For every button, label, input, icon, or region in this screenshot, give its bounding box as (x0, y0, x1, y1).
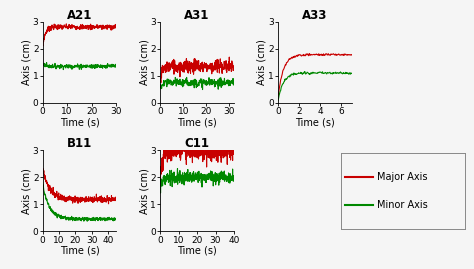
X-axis label: Time (s): Time (s) (177, 117, 217, 128)
Title: A31: A31 (184, 9, 210, 22)
Text: Major Axis: Major Axis (377, 172, 428, 182)
X-axis label: Time (s): Time (s) (60, 117, 100, 128)
Y-axis label: Axis (cm): Axis (cm) (139, 168, 149, 214)
Y-axis label: Axis (cm): Axis (cm) (21, 39, 31, 85)
X-axis label: Time (s): Time (s) (60, 246, 100, 256)
Y-axis label: Axis (cm): Axis (cm) (257, 39, 267, 85)
Y-axis label: Axis (cm): Axis (cm) (21, 168, 31, 214)
X-axis label: Time (s): Time (s) (295, 117, 335, 128)
Title: A21: A21 (67, 9, 92, 22)
Y-axis label: Axis (cm): Axis (cm) (139, 39, 149, 85)
Title: C11: C11 (184, 137, 210, 150)
X-axis label: Time (s): Time (s) (177, 246, 217, 256)
Text: Minor Axis: Minor Axis (377, 200, 428, 210)
Title: A33: A33 (302, 9, 328, 22)
Title: B11: B11 (67, 137, 92, 150)
